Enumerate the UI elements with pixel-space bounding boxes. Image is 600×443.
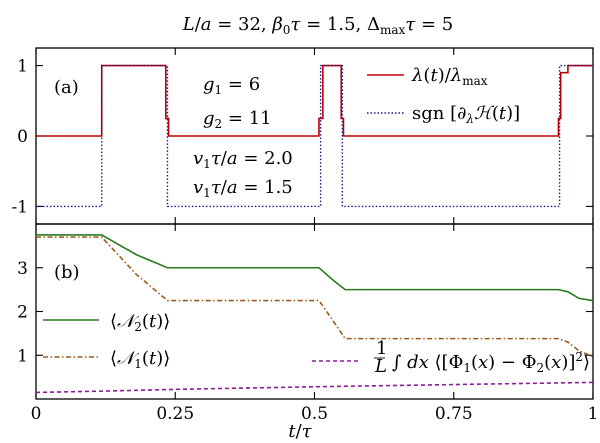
series-line-1-2 bbox=[36, 381, 593, 394]
legend-label-phi: 1 L ∫ dx ⟨[Φ1(x) − Φ2(x)]2⟩ bbox=[374, 338, 590, 377]
x-tick-label: 0.25 bbox=[156, 404, 194, 424]
y-tick-label: 0 bbox=[17, 127, 28, 147]
x-tick-label: 1 bbox=[588, 404, 599, 424]
y-tick-label: 2 bbox=[17, 303, 28, 323]
annotation-g2: g2 = 11 bbox=[203, 108, 272, 131]
panel-b-legend: ⟨𝒩2(t)⟩ ⟨𝒩1(t)⟩ 1 L ∫ dx ⟨[Φ1(x) − Φ2(x)… bbox=[43, 311, 590, 377]
y-tick-label: -1 bbox=[11, 197, 28, 217]
legend-label-N1: ⟨𝒩1(t)⟩ bbox=[110, 348, 170, 371]
y-tick-label: 1 bbox=[17, 346, 28, 366]
x-tick-label: 0.5 bbox=[301, 404, 328, 424]
annotation-v1-1-5: v1τ/a = 1.5 bbox=[193, 177, 293, 200]
panel-a: 1 0 -1 bbox=[11, 48, 594, 224]
x-tick-label: 0.75 bbox=[435, 404, 473, 424]
series-line-0-0 bbox=[36, 64, 593, 137]
annotation-v1-2-0: v1τ/a = 2.0 bbox=[193, 148, 293, 171]
panel-a-legend: λ(t)/λmax sgn [∂λℋ(t)] bbox=[367, 65, 520, 126]
svg-text:L: L bbox=[374, 356, 387, 377]
annotation-g1: g1 = 6 bbox=[203, 74, 260, 97]
legend-label-sgn: sgn [∂λℋ(t)] bbox=[412, 103, 520, 126]
legend-label-lambda: λ(t)/λmax bbox=[411, 65, 488, 88]
series-line-0-1 bbox=[36, 64, 593, 208]
svg-text:1: 1 bbox=[376, 338, 387, 359]
legend-label-N2: ⟨𝒩2(t)⟩ bbox=[110, 311, 170, 334]
panel-b: 3 2 1 0 0.25 0.5 0.75 1 bbox=[17, 224, 598, 424]
figure-title: L/a = 32, β0τ = 1.5, Δmaxτ = 5 bbox=[182, 14, 454, 37]
x-axis-label: t/τ bbox=[288, 421, 312, 442]
y-tick-label: 3 bbox=[17, 259, 28, 279]
panel-b-label: (b) bbox=[54, 262, 80, 283]
series-line-1-0 bbox=[36, 234, 593, 302]
x-tick-label: 0 bbox=[31, 404, 42, 424]
panel-a-label: (a) bbox=[54, 77, 79, 98]
svg-text:∫ dx ⟨[Φ1(x) − Φ2(x)]2⟩: ∫ dx ⟨[Φ1(x) − Φ2(x)]2⟩ bbox=[392, 350, 590, 375]
series-line-1-1 bbox=[36, 236, 593, 358]
y-tick-label: 1 bbox=[17, 57, 28, 77]
